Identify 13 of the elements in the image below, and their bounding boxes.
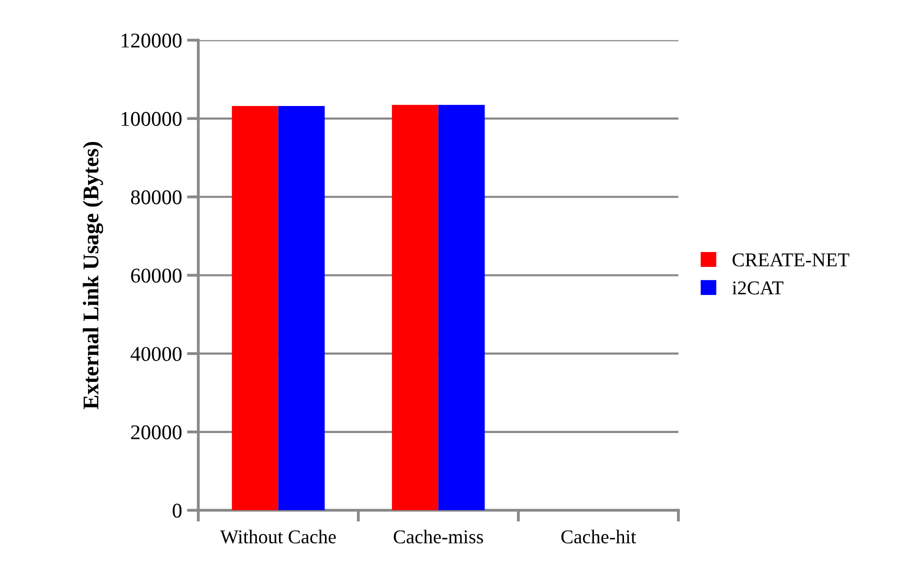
x-tick-label: Cache-hit [561, 530, 636, 544]
x-tick-label: Without Cache [220, 530, 336, 544]
y-tick-label: 100000 [122, 112, 182, 126]
legend-label: i2CAT [732, 281, 784, 294]
y-tick-label: 20000 [131, 425, 182, 440]
y-tick-label: 40000 [130, 346, 182, 362]
y-axis-title: External Link Usage (Bytes) [82, 142, 104, 410]
y-tick-label: 0 [172, 504, 182, 518]
y-tick-label: 80000 [131, 190, 182, 204]
y-tick-label: 120000 [122, 34, 182, 48]
x-tick-label: Cache-miss [394, 530, 483, 544]
legend-label: CREATE-NET [732, 253, 850, 266]
y-tick-label: 60000 [131, 268, 182, 283]
